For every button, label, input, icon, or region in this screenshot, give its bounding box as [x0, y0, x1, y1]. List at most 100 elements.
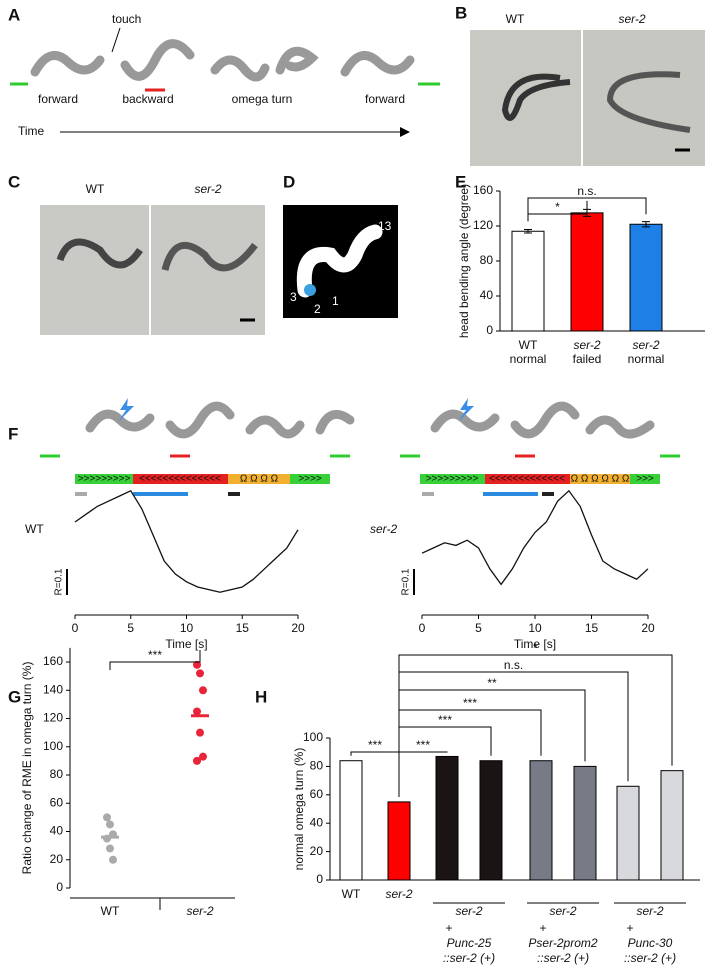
- panel-letter: D: [283, 172, 295, 191]
- label: 1: [332, 294, 339, 308]
- arrow-head: [400, 127, 410, 137]
- y-tick-label: 40: [310, 815, 324, 829]
- y-tick-label: 120: [473, 218, 493, 232]
- group-label: Punc-30: [628, 936, 673, 950]
- label: Time: [18, 124, 45, 138]
- y-axis-label: head bending angle (degree): [457, 184, 471, 338]
- significance: ***: [148, 648, 162, 662]
- state-bar: [485, 474, 570, 484]
- state-bar: [420, 474, 485, 484]
- x-tick-label: WT: [101, 904, 120, 918]
- stage: backward: [122, 92, 173, 106]
- worm: [210, 55, 270, 82]
- chart-title: WT: [25, 522, 44, 536]
- state: Ω Ω Ω Ω Ω Ω: [571, 474, 630, 485]
- significance: *: [555, 200, 560, 214]
- worm: [275, 46, 319, 75]
- significance: n.s.: [577, 184, 596, 198]
- y-tick-label: 60: [310, 787, 324, 801]
- x-tick-label: 20: [291, 621, 305, 635]
- x-tick-label: 0: [419, 621, 426, 635]
- bar: [435, 755, 459, 881]
- point: [103, 813, 111, 822]
- point: [196, 728, 204, 737]
- point: [199, 752, 207, 761]
- point: [106, 820, 114, 829]
- worm: [430, 409, 500, 433]
- y-tick-label: 80: [50, 767, 64, 781]
- panel-f-diagram: >>>>>>>>> <<<<<<<<<<<<<< Ω Ω Ω Ω >>>> >>…: [40, 398, 680, 496]
- x-tick-label: 5: [475, 621, 482, 635]
- group-label: ser-2: [549, 904, 576, 918]
- arrow: [111, 27, 121, 53]
- point: [109, 855, 117, 864]
- y-tick-label: 20: [310, 844, 324, 858]
- significance: *: [533, 641, 538, 655]
- x-tick-label: ser-2 normal: [628, 338, 665, 366]
- y-tick-label: 140: [43, 682, 63, 696]
- label: 3: [290, 290, 297, 304]
- panel-letters: A B C D E F G H: [8, 3, 467, 706]
- window: [483, 492, 538, 496]
- point: [193, 756, 201, 765]
- state: >>>>>>>>>: [426, 474, 479, 485]
- y-tick-label: 160: [473, 183, 493, 197]
- x-axis-label: Time [s]: [165, 637, 207, 651]
- panel-letter: F: [8, 424, 18, 443]
- y-tick-label: 40: [480, 288, 494, 302]
- significance-bracket: [527, 197, 647, 215]
- state-bar: [630, 474, 660, 484]
- trace: [421, 489, 649, 586]
- point: [106, 844, 114, 853]
- state: >>>: [636, 474, 654, 485]
- y-tick-label: 100: [303, 730, 323, 744]
- label: WT: [86, 182, 105, 196]
- worm: [30, 50, 105, 77]
- significance-bracket: [109, 650, 201, 670]
- state: <<<<<<<<<<<<<: [489, 474, 565, 485]
- lightning: [458, 398, 474, 422]
- y-tick-label: 0: [56, 880, 63, 894]
- panel-letter: H: [255, 687, 267, 706]
- y-tick-label: 120: [43, 711, 63, 725]
- group-label: ser-2: [455, 904, 482, 918]
- x-tick-label: 5: [127, 621, 134, 635]
- label: 13: [378, 219, 392, 233]
- window: [133, 492, 188, 496]
- x-tick-label: ser-2: [186, 904, 213, 918]
- significance-bracket: [398, 654, 673, 797]
- y-tick-label: 160: [43, 654, 63, 668]
- label: ser-2: [194, 182, 221, 196]
- state-bar: [75, 474, 133, 484]
- y-axis-label: normal omega turn (%): [292, 748, 306, 871]
- scale-bar-label: R=0.1: [401, 568, 412, 595]
- state: >>>>>>>>>: [78, 474, 131, 485]
- panel-d: 13 3 2 1: [283, 205, 398, 318]
- state: >>>>: [298, 474, 322, 485]
- stage: forward: [365, 92, 405, 106]
- group-label: +: [626, 921, 633, 935]
- y-tick-label: 0: [486, 323, 493, 337]
- bar: [570, 212, 604, 332]
- window: [542, 492, 554, 496]
- bar: [573, 765, 597, 881]
- label: touch: [112, 12, 141, 26]
- x-tick-label: 10: [180, 621, 194, 635]
- state-bar: [290, 474, 330, 484]
- worm: [161, 242, 258, 272]
- window: [422, 492, 434, 496]
- panel-b: WT ser-2: [470, 12, 705, 166]
- y-axis-label: Ratio change of RME in omega turn (%): [20, 662, 34, 875]
- worm: [315, 409, 355, 435]
- state-bar: [570, 474, 630, 484]
- worm: [340, 50, 415, 77]
- x-tick-label: WT normal: [510, 338, 547, 366]
- photo: [40, 205, 149, 335]
- state-bar: [228, 474, 290, 484]
- state: <<<<<<<<<<<<<<: [139, 474, 221, 485]
- panel-a: touch forward backward omega turn forwar…: [10, 12, 440, 138]
- stage: forward: [38, 92, 78, 106]
- y-tick-label: 20: [50, 852, 64, 866]
- bar: [511, 230, 545, 332]
- panel-letter: E: [455, 172, 466, 191]
